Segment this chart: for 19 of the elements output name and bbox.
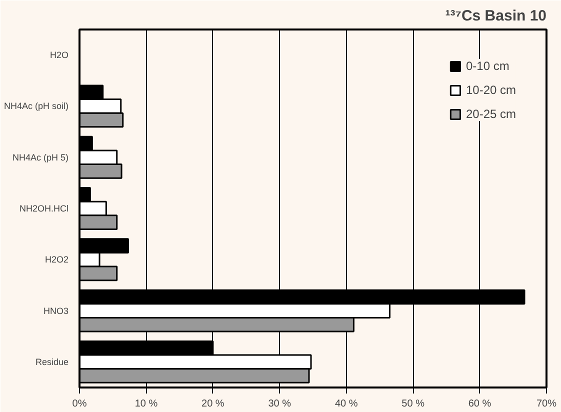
x-tick-label: 60 % (468, 398, 492, 410)
y-tick-label: H2O (50, 50, 69, 60)
y-tick-label: NH4Ac (pH 5) (12, 152, 69, 162)
legend-label: 10-20 cm (466, 83, 516, 97)
x-tick-label: 30 % (268, 398, 292, 410)
chart-title: ¹³⁷Cs Basin 10 (445, 8, 547, 24)
y-tick-label: Residue (35, 356, 69, 367)
x-tick-label: 50 % (402, 398, 425, 410)
y-tick-label: HNO3 (43, 306, 69, 316)
x-tick-label: 20 % (202, 398, 224, 410)
y-tick-label: NH2OH.HCl (19, 204, 69, 214)
y-tick-label: NH4Ac (pH soil) (4, 101, 69, 112)
x-tick-label: 40 % (334, 398, 358, 410)
y-tick-label: H2O2 (44, 254, 69, 265)
legend-label: 0-10 cm (466, 59, 510, 73)
x-tick-label: 70% (536, 398, 557, 410)
x-tick-label: 0% (72, 398, 87, 410)
legend-label: 20-25 cm (466, 107, 516, 121)
x-tick-label: 10 % (134, 398, 158, 410)
